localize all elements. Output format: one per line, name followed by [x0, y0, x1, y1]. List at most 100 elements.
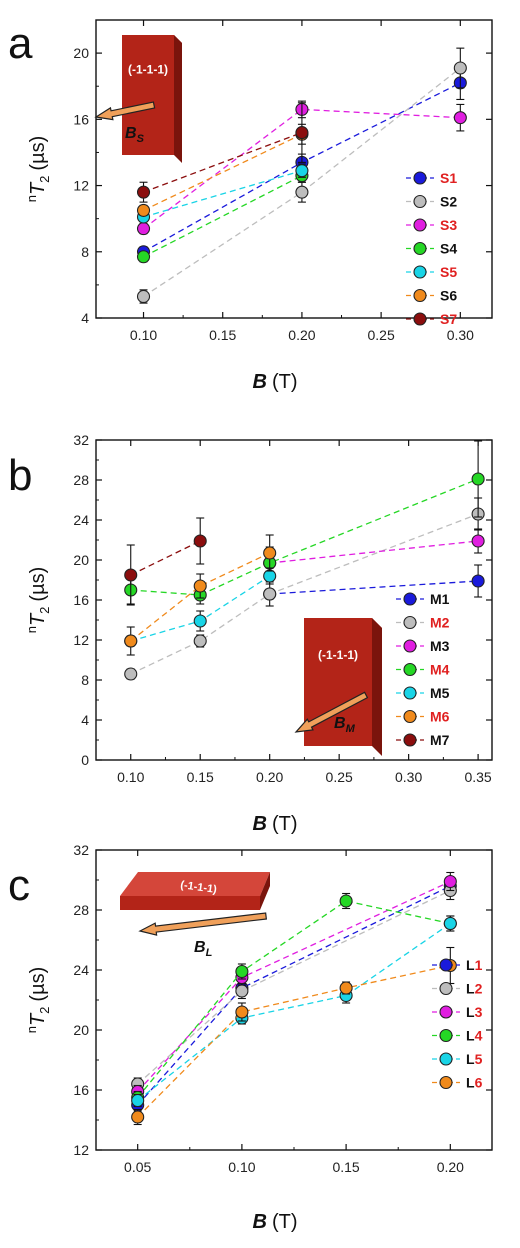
legend-label: L6 [466, 1075, 483, 1091]
field-label: BL [194, 939, 213, 959]
field-subscript: S [137, 133, 145, 145]
legend-label: L5 [466, 1051, 483, 1067]
data-point [453, 61, 467, 75]
legend-marker [439, 1052, 453, 1066]
legend-entry: S5 [406, 264, 457, 280]
y-axis-subscript: 2 [37, 176, 52, 183]
y-tick-label: 12 [73, 1142, 89, 1158]
x-tick-label: 0.15 [187, 769, 214, 785]
legend-entry: L1 [432, 957, 483, 973]
series-M6 [124, 534, 277, 656]
x-tick-label: 0.20 [288, 327, 315, 343]
y-tick-label: 8 [81, 244, 89, 260]
legend-marker [439, 981, 453, 996]
series-L2 [131, 880, 457, 1091]
y-axis-unit: (µs) [27, 967, 49, 1002]
y-tick-label: 28 [73, 472, 89, 488]
data-point [295, 185, 309, 199]
data-point [131, 1110, 145, 1124]
slab-front [122, 35, 174, 155]
series-S2 [136, 47, 467, 304]
legend-entry: S2 [406, 194, 457, 210]
legend-label: S7 [440, 311, 457, 327]
field-arrow [294, 691, 369, 733]
legend-marker [403, 686, 417, 700]
field-arrow-shape [294, 691, 369, 733]
y-axis-symbol: T [27, 1012, 49, 1026]
legend-marker [413, 171, 427, 185]
series-line [137, 885, 451, 1106]
x-tick-label: 0.10 [228, 1159, 255, 1175]
x-tick-label: 0.30 [395, 769, 422, 785]
y-tick-label: 12 [73, 632, 89, 648]
data-point [136, 289, 151, 304]
data-point [471, 472, 485, 486]
legend-marker [413, 288, 427, 303]
legend-marker [403, 615, 417, 630]
y-tick-label: 28 [73, 902, 89, 918]
data-point [471, 574, 485, 588]
slab-front [120, 896, 260, 910]
legend-label: M7 [430, 732, 450, 748]
plot-frame [95, 19, 493, 319]
legend-label-prefix: L [466, 1075, 475, 1091]
series-line [143, 108, 461, 230]
legend-label: S1 [440, 170, 457, 186]
legend-label: S3 [440, 217, 457, 233]
x-axis-unit: (T) [272, 1211, 298, 1233]
slab-top [120, 872, 270, 896]
legend-label: M2 [430, 615, 450, 631]
legend: S1 S2 S3 S4 S5 S6 S7 [406, 170, 457, 327]
x-axis-unit: (T) [272, 813, 298, 835]
x-tick-label: 0.10 [130, 327, 157, 343]
data-point [124, 568, 138, 582]
y-tick-label: 20 [73, 45, 89, 61]
series-line [137, 889, 451, 1085]
legend-entry: S1 [406, 170, 457, 186]
legend-entry: M2 [396, 615, 450, 631]
x-axis-label: B (T) [253, 813, 298, 835]
y-axis-unit: (µs) [27, 136, 49, 171]
legend-label-prefix: L [466, 981, 475, 997]
y-axis-prefix: n [24, 1026, 39, 1033]
legend-label-number: 4 [475, 1028, 483, 1044]
x-tick-label: 0.15 [209, 327, 236, 343]
series-L6 [131, 946, 457, 1126]
y-tick-label: 16 [73, 592, 89, 608]
y-tick-label: 24 [73, 512, 89, 528]
field-symbol: B [334, 715, 346, 732]
legend: M1 M2 M3 M4 M5 M6 M7 [396, 591, 450, 748]
y-tick-label: 16 [73, 111, 89, 127]
field-label: BS [125, 125, 145, 145]
slab-plane-label: (-1-1-1) [180, 879, 218, 896]
legend-marker [403, 709, 417, 724]
legend-label-prefix: L [466, 957, 475, 973]
series-M4 [124, 440, 485, 605]
y-tick-label: 0 [81, 752, 89, 768]
data-point [339, 894, 353, 908]
x-tick-label: 0.10 [117, 769, 144, 785]
field-arrow [138, 912, 268, 936]
field-arrow-shape [94, 101, 156, 121]
field-label: BM [334, 715, 356, 735]
legend-entry: S6 [406, 288, 457, 304]
x-axis-label: B (T) [253, 371, 298, 393]
field-subscript: M [346, 723, 356, 735]
data-point [136, 222, 151, 236]
legend-label: M6 [430, 709, 450, 725]
series-line [130, 540, 201, 576]
legend-entry: S3 [406, 217, 457, 233]
legend-entry: L3 [432, 1004, 483, 1020]
legend-entry: M4 [396, 662, 450, 678]
data-point [193, 614, 207, 628]
y-axis-subscript: 2 [37, 607, 52, 614]
legend-entry: M7 [396, 732, 450, 748]
legend-label: L1 [466, 957, 483, 973]
data-point [235, 964, 249, 979]
inset-crystal-a: (-1-1-1) BS [94, 35, 182, 163]
legend-label-number: 1 [475, 957, 483, 973]
data-point [235, 984, 249, 998]
data-point [193, 579, 207, 593]
